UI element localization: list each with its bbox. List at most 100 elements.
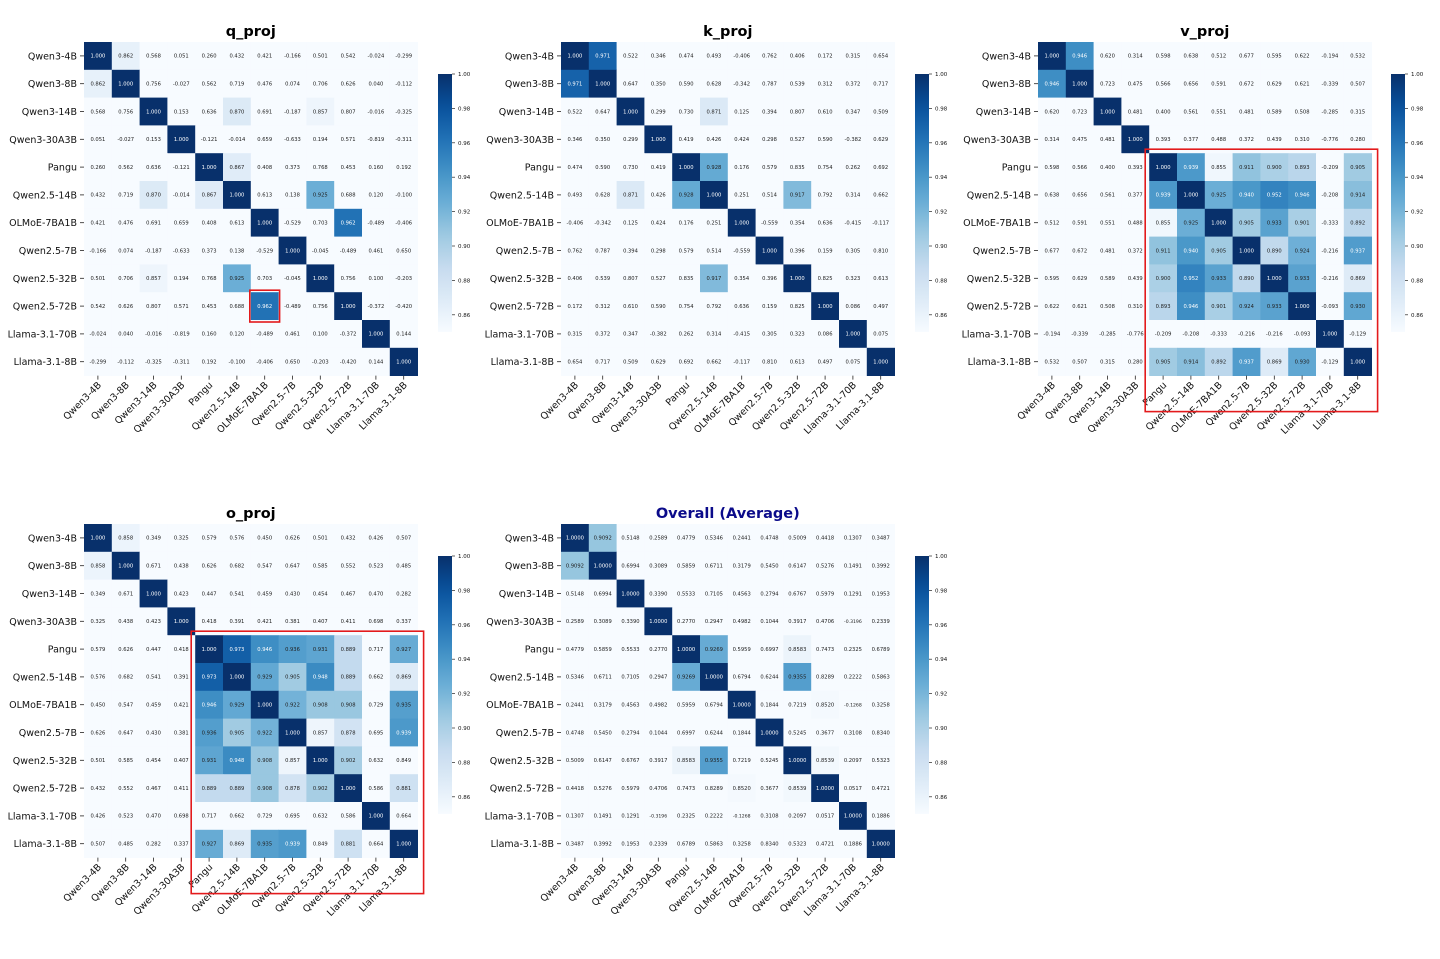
y-tick-label: Qwen3-30A3B bbox=[486, 617, 554, 628]
cell-value-label: -0.208 bbox=[1322, 193, 1339, 199]
y-tick-label: Qwen2.5-32B bbox=[13, 756, 77, 767]
cell-value-label: 0.381 bbox=[285, 619, 300, 625]
cell-value-label: 0.908 bbox=[313, 703, 328, 709]
cell-value-label: 0.647 bbox=[623, 82, 638, 88]
cell-value-label: -0.117 bbox=[733, 360, 750, 366]
heatmap-cell bbox=[672, 153, 701, 182]
cell-value-label: 0.125 bbox=[623, 221, 638, 227]
cell-value-label: 0.638 bbox=[1044, 193, 1059, 199]
cell-value-label: 0.893 bbox=[1156, 304, 1171, 310]
cell-value-label: 0.354 bbox=[790, 221, 806, 227]
cell-value-label: 0.610 bbox=[623, 304, 638, 310]
cell-value-label: -0.208 bbox=[1183, 332, 1200, 338]
heatmap-cell bbox=[139, 153, 168, 182]
cell-value-label: 0.787 bbox=[762, 82, 777, 88]
y-tick-label: Llama-3.1-70B bbox=[962, 329, 1031, 340]
cell-value-label: 0.100 bbox=[313, 332, 328, 338]
heatmap-cell bbox=[588, 774, 617, 803]
heatmap-cell bbox=[644, 97, 673, 126]
heatmap-cell bbox=[811, 524, 840, 553]
heatmap-cell bbox=[167, 524, 196, 553]
heatmap-cell bbox=[250, 208, 279, 237]
heatmap-cell bbox=[644, 774, 673, 803]
panel-title: k_proj bbox=[703, 24, 752, 40]
heatmap-cell bbox=[1232, 42, 1261, 71]
cell-value-label: 0.3677 bbox=[816, 730, 834, 736]
cell-value-label: 0.5859 bbox=[677, 564, 695, 570]
heatmap-cell bbox=[616, 774, 645, 803]
heatmap-cell bbox=[84, 42, 113, 71]
heatmap-cell bbox=[755, 802, 784, 831]
cell-value-label: 0.424 bbox=[651, 221, 667, 227]
cell-value-label: 0.3089 bbox=[594, 619, 612, 625]
heatmap-cell bbox=[111, 42, 140, 71]
heatmap-cell bbox=[727, 802, 756, 831]
colorbar-tick-label: 0.90 bbox=[935, 244, 948, 250]
heatmap-cell bbox=[811, 125, 840, 154]
heatmap-cell bbox=[1288, 97, 1317, 126]
heatmap-cell bbox=[223, 69, 252, 98]
heatmap-cell bbox=[644, 551, 673, 580]
cell-value-label: -0.014 bbox=[173, 193, 190, 199]
cell-value-label: 0.430 bbox=[146, 730, 161, 736]
heatmap-cell bbox=[755, 236, 784, 265]
cell-value-label: 1.000 bbox=[1156, 165, 1171, 171]
heatmap-cell bbox=[616, 181, 645, 210]
heatmap-cell bbox=[755, 663, 784, 692]
cell-value-label: 0.282 bbox=[146, 842, 161, 848]
heatmap-cell bbox=[389, 690, 418, 719]
cell-value-label: 0.423 bbox=[174, 591, 189, 597]
cell-value-label: -0.045 bbox=[284, 276, 301, 282]
cell-value-label: 0.120 bbox=[368, 193, 383, 199]
cell-value-label: 0.4563 bbox=[621, 703, 639, 709]
cell-value-label: 0.638 bbox=[1183, 54, 1198, 60]
heatmap-cell bbox=[811, 97, 840, 126]
cell-value-label: 0.551 bbox=[1100, 221, 1115, 227]
cell-value-label: 0.626 bbox=[118, 304, 133, 310]
cell-value-label: 0.717 bbox=[595, 360, 610, 366]
cell-value-label: 0.636 bbox=[818, 221, 833, 227]
heatmap-cell bbox=[84, 181, 113, 210]
cell-value-label: 0.870 bbox=[146, 193, 161, 199]
heatmap-cell bbox=[334, 208, 363, 237]
cell-value-label: 0.5959 bbox=[733, 647, 751, 653]
heatmap-cell bbox=[672, 125, 701, 154]
cell-value-label: 0.636 bbox=[146, 165, 161, 171]
y-tick-label: Llama-3.1-70B bbox=[8, 329, 77, 340]
heatmap-cell bbox=[167, 292, 196, 321]
heatmap-cell bbox=[1232, 69, 1261, 98]
y-tick-label: Llama-3.1-8B bbox=[491, 839, 554, 850]
cell-value-label: 0.691 bbox=[146, 221, 161, 227]
heatmap-cell bbox=[306, 524, 335, 553]
heatmap-cell bbox=[139, 264, 168, 293]
cell-value-label: 1.000 bbox=[368, 332, 383, 338]
cell-value-label: 0.890 bbox=[1239, 276, 1254, 282]
cell-value-label: 1.000 bbox=[257, 221, 272, 227]
heatmap-cell bbox=[755, 153, 784, 182]
cell-value-label: -0.194 bbox=[1044, 332, 1061, 338]
cell-value-label: 0.523 bbox=[368, 564, 383, 570]
colorbar bbox=[438, 556, 452, 814]
cell-value-label: 0.459 bbox=[146, 703, 161, 709]
heatmap-cell bbox=[561, 264, 590, 293]
cell-value-label: 0.393 bbox=[1128, 165, 1143, 171]
cell-value-label: 0.862 bbox=[118, 54, 133, 60]
heatmap-cell bbox=[588, 320, 617, 349]
heatmap-cell bbox=[588, 551, 617, 580]
heatmap-cell bbox=[111, 125, 140, 154]
cell-value-label: 0.939 bbox=[1156, 193, 1171, 199]
heatmap-cell bbox=[839, 69, 868, 98]
cell-value-label: 1.0000 bbox=[733, 703, 751, 709]
y-tick-label: Qwen3-14B bbox=[22, 107, 77, 118]
cell-value-label: 0.430 bbox=[285, 591, 300, 597]
heatmap-cell bbox=[588, 125, 617, 154]
cell-value-label: 0.936 bbox=[202, 730, 217, 736]
heatmap-cell bbox=[306, 551, 335, 580]
cell-value-label: 0.432 bbox=[229, 54, 244, 60]
colorbar-tick-label: 0.90 bbox=[458, 726, 471, 732]
cell-value-label: 0.9355 bbox=[705, 758, 723, 764]
cell-value-label: 1.000 bbox=[623, 109, 638, 115]
cell-value-label: 0.1886 bbox=[844, 842, 862, 848]
cell-value-label: 0.2947 bbox=[649, 675, 667, 681]
cell-value-label: 0.6147 bbox=[788, 564, 806, 570]
